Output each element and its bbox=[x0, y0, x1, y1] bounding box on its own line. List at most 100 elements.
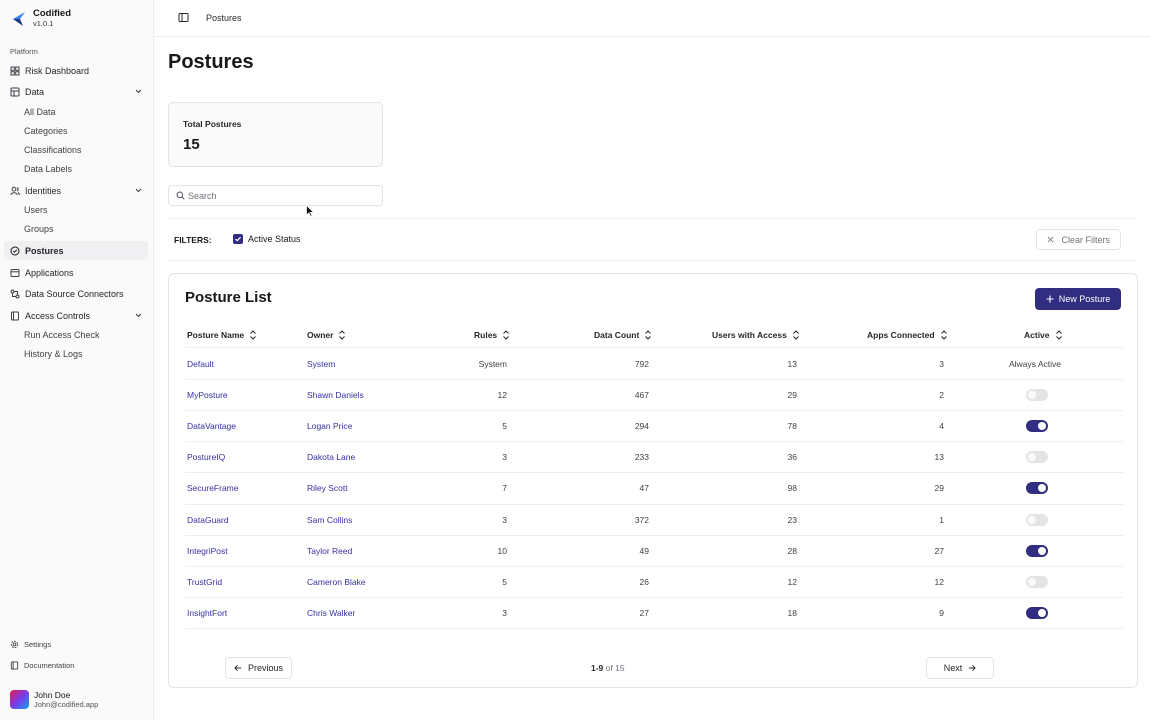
sidebar-subitem-data-labels[interactable]: Data Labels bbox=[24, 164, 73, 174]
codified-logo-icon bbox=[13, 11, 25, 26]
owner-link[interactable]: Chris Walker bbox=[307, 607, 356, 618]
sidebar-toggle-icon[interactable] bbox=[178, 12, 189, 23]
sort-icon[interactable] bbox=[338, 330, 346, 340]
owner-link[interactable]: Taylor Reed bbox=[307, 545, 353, 556]
sidebar-item-data[interactable]: Data bbox=[4, 82, 148, 101]
clear-filters-label: Clear Filters bbox=[1061, 234, 1110, 245]
sort-icon[interactable] bbox=[940, 330, 948, 340]
sidebar-subitem-groups[interactable]: Groups bbox=[24, 224, 54, 234]
posture-name-link[interactable]: MyPosture bbox=[187, 390, 228, 401]
chevron-down-icon[interactable] bbox=[134, 87, 143, 96]
active-toggle[interactable] bbox=[1026, 482, 1048, 495]
active-toggle[interactable] bbox=[1026, 451, 1048, 464]
posture-name-link[interactable]: Default bbox=[187, 359, 214, 369]
chevron-down-icon[interactable] bbox=[134, 186, 143, 195]
sidebar-subitem-users[interactable]: Users bbox=[24, 205, 48, 215]
settings-link[interactable]: Settings bbox=[10, 640, 51, 649]
column-header-rules[interactable]: Rules bbox=[474, 330, 510, 340]
column-header-label: Data Count bbox=[594, 330, 640, 340]
active-toggle[interactable] bbox=[1026, 606, 1048, 619]
owner-link[interactable]: Dakota Lane bbox=[307, 452, 356, 463]
filter-active-status[interactable]: Active Status bbox=[233, 234, 301, 244]
active-toggle[interactable] bbox=[1026, 575, 1048, 588]
sort-icon[interactable] bbox=[502, 330, 510, 340]
sort-icon[interactable] bbox=[792, 330, 800, 340]
posture-name-link[interactable]: PostureIQ bbox=[187, 452, 226, 463]
header-divider bbox=[185, 347, 1123, 348]
owner-link[interactable]: Cameron Blake bbox=[307, 576, 366, 587]
sidebar-item-data-source-connectors[interactable]: Data Source Connectors bbox=[4, 284, 148, 303]
posture-name-link[interactable]: InsightFort bbox=[187, 607, 228, 618]
users-cell: 28 bbox=[787, 545, 797, 556]
sort-icon[interactable] bbox=[644, 330, 652, 340]
apps-cell: 27 bbox=[934, 545, 944, 556]
apps-cell: 4 bbox=[939, 421, 944, 432]
column-header-apps-connected[interactable]: Apps Connected bbox=[867, 330, 948, 340]
sidebar-subitem-run-access-check[interactable]: Run Access Check bbox=[24, 330, 100, 340]
posture-list-card: Posture List New Posture Previous 1-9 of… bbox=[168, 273, 1138, 688]
data-count-cell: 372 bbox=[634, 514, 649, 525]
users-cell: 23 bbox=[787, 514, 797, 525]
active-toggle[interactable] bbox=[1026, 420, 1048, 433]
active-toggle[interactable] bbox=[1026, 544, 1048, 557]
rules-cell: 3 bbox=[502, 514, 507, 525]
documentation-link[interactable]: Documentation bbox=[10, 661, 74, 670]
users-cell: 12 bbox=[787, 576, 797, 587]
data-count-cell: 49 bbox=[639, 545, 649, 556]
owner-link[interactable]: Riley Scott bbox=[307, 483, 348, 494]
posture-name-link[interactable]: IntegriPost bbox=[187, 545, 228, 556]
pagination-total: of 15 bbox=[605, 663, 625, 673]
data-count-cell: 26 bbox=[639, 576, 649, 587]
posture-name-link[interactable]: SecureFrame bbox=[187, 483, 239, 494]
checkbox-checked-icon[interactable] bbox=[233, 234, 243, 244]
owner-link[interactable]: Sam Collins bbox=[307, 514, 353, 525]
column-header-users-with-access[interactable]: Users with Access bbox=[712, 330, 800, 340]
sidebar-subitem-categories[interactable]: Categories bbox=[24, 126, 68, 136]
search-box[interactable] bbox=[168, 185, 383, 206]
filters-label: FILTERS: bbox=[174, 235, 212, 245]
identities-icon bbox=[10, 186, 20, 195]
column-header-posture-name[interactable]: Posture Name bbox=[187, 330, 257, 340]
column-header-active[interactable]: Active bbox=[1024, 330, 1063, 340]
owner-link[interactable]: Logan Price bbox=[307, 421, 353, 432]
sidebar-item-label: Risk Dashboard bbox=[25, 65, 90, 76]
sidebar-subitem-history-logs[interactable]: History & Logs bbox=[24, 349, 83, 359]
posture-name-link[interactable]: DataVantage bbox=[187, 421, 236, 432]
sort-icon[interactable] bbox=[249, 330, 257, 340]
row-divider bbox=[185, 472, 1123, 474]
section-label: Platform bbox=[10, 47, 38, 56]
column-header-owner[interactable]: Owner bbox=[307, 330, 346, 340]
column-header-data-count[interactable]: Data Count bbox=[594, 330, 652, 340]
posture-name-link[interactable]: TrustGrid bbox=[187, 576, 223, 587]
row-divider bbox=[185, 534, 1123, 536]
chevron-down-icon[interactable] bbox=[134, 311, 143, 320]
mouse-cursor-icon bbox=[306, 205, 314, 217]
sidebar-item-identities[interactable]: Identities bbox=[4, 181, 148, 200]
breadcrumb[interactable]: Postures bbox=[206, 13, 242, 23]
window-icon bbox=[10, 268, 20, 277]
sidebar-subitem-all-data[interactable]: All Data bbox=[24, 107, 56, 117]
data-count-cell: 467 bbox=[634, 390, 649, 401]
active-toggle[interactable] bbox=[1026, 513, 1048, 526]
posture-name-link[interactable]: DataGuard bbox=[187, 514, 229, 525]
sidebar-item-applications[interactable]: Applications bbox=[4, 263, 148, 282]
brand[interactable]: Codified v1.0.1 bbox=[11, 9, 71, 28]
new-posture-button[interactable]: New Posture bbox=[1035, 288, 1121, 310]
next-button[interactable]: Next bbox=[926, 657, 994, 679]
active-toggle[interactable] bbox=[1026, 389, 1048, 402]
stat-label: Total Postures bbox=[183, 119, 242, 129]
settings-label: Settings bbox=[24, 640, 52, 649]
sort-icon[interactable] bbox=[1055, 330, 1063, 340]
previous-button[interactable]: Previous bbox=[225, 657, 292, 679]
user-profile[interactable]: John Doe John@codified.app bbox=[10, 690, 98, 709]
users-cell: 78 bbox=[787, 421, 797, 432]
sidebar-item-risk-dashboard[interactable]: Risk Dashboard bbox=[4, 61, 148, 80]
owner-link[interactable]: System bbox=[307, 359, 336, 369]
total-postures-card: Total Postures 15 bbox=[168, 102, 383, 167]
search-input[interactable] bbox=[188, 190, 368, 201]
sidebar-item-access-controls[interactable]: Access Controls bbox=[4, 306, 148, 325]
sidebar-subitem-classifications[interactable]: Classifications bbox=[24, 145, 82, 155]
owner-link[interactable]: Shawn Daniels bbox=[307, 390, 364, 401]
sidebar-item-postures[interactable]: Postures bbox=[4, 241, 148, 260]
clear-filters-button[interactable]: Clear Filters bbox=[1036, 229, 1121, 250]
